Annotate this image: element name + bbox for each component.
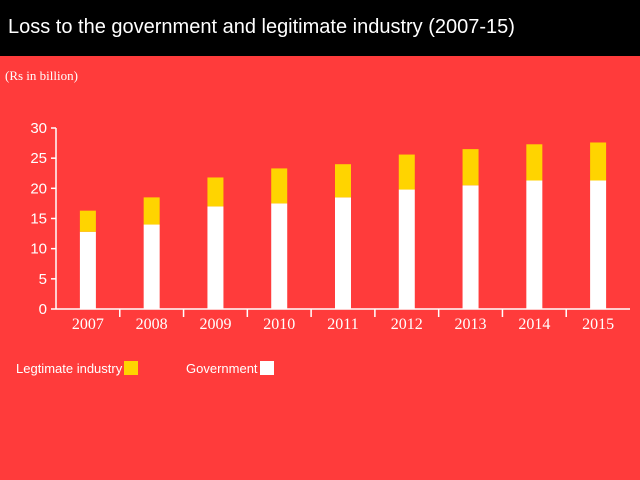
x-tick-label-2011: 2011 [327, 316, 358, 333]
title-bar: Loss to the government and legitimate in… [0, 0, 640, 56]
bar-industry-2009 [207, 177, 224, 207]
y-tick-label: 10 [30, 241, 47, 258]
y-tick-label: 0 [39, 301, 47, 318]
x-tick-label-2007: 2007 [72, 316, 104, 333]
x-tick-label-2013: 2013 [455, 316, 487, 333]
bar-industry-2011 [335, 164, 351, 198]
unit-label: (Rs in billion) [5, 68, 78, 83]
bar-government-2010 [271, 203, 288, 309]
bar-government-2014 [526, 180, 543, 309]
legend-label-industry: Legtimate industry [16, 360, 123, 376]
bar-government-2007 [79, 231, 96, 309]
bar-government-2011 [335, 197, 351, 309]
y-tick-label: 20 [30, 180, 47, 197]
bar-government-2008 [143, 224, 160, 309]
x-tick-label-2015: 2015 [582, 316, 614, 333]
bar-industry-2007 [79, 210, 96, 232]
x-tick-label-2008: 2008 [136, 316, 168, 333]
bar-industry-2010 [271, 168, 288, 204]
y-tick-label: 5 [39, 271, 47, 288]
chart-tick-labels: 0 5 10 15 20 25 30 2007 2008 2009 2010 2011 2012 2013… [30, 120, 614, 333]
x-tick-label-2009: 2009 [199, 316, 231, 333]
bar-government-2015 [590, 180, 607, 309]
chart-bars [79, 142, 607, 309]
bar-government-2013 [462, 185, 479, 309]
y-tick-label: 30 [30, 120, 47, 137]
x-tick-label-2014: 2014 [518, 316, 550, 333]
legend-swatch-government [259, 361, 274, 375]
bar-industry-2012 [398, 154, 415, 190]
y-tick-label: 25 [30, 150, 47, 167]
bar-government-2012 [398, 189, 415, 309]
x-tick-label-2012: 2012 [391, 316, 423, 333]
chart-title: Loss to the government and legitimate in… [8, 16, 515, 38]
y-tick-label: 15 [30, 211, 47, 228]
legend-label-government: Government [186, 360, 258, 376]
bar-industry-2014 [526, 144, 543, 181]
bar-industry-2013 [462, 149, 479, 186]
legend-item-industry: Legtimate industry [16, 360, 139, 376]
bar-industry-2015 [590, 142, 607, 181]
bar-industry-2008 [143, 197, 160, 225]
legend-swatch-industry [124, 361, 139, 375]
x-tick-label-2010: 2010 [263, 316, 295, 333]
bar-government-2009 [207, 206, 224, 309]
legend-item-government: Government [186, 360, 274, 376]
